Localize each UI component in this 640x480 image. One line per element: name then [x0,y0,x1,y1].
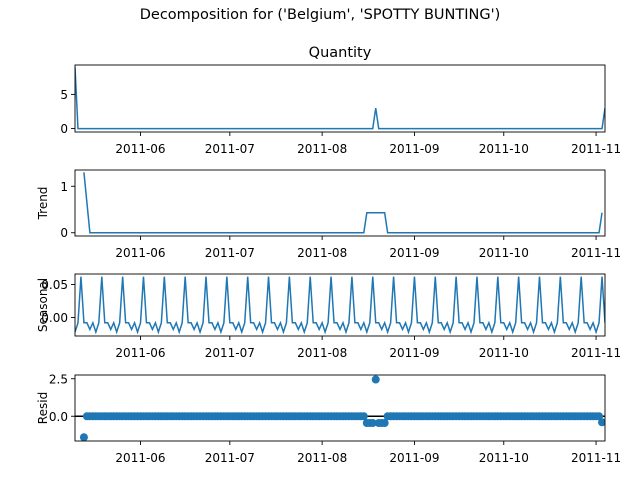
x-tick-label: 2011-08 [297,246,347,260]
x-tick-label: 2011-09 [389,451,439,465]
x-tick-label: 2011-11 [571,346,621,360]
y-tick-label: 0 [60,122,68,136]
y-axis-label: Trend [36,187,50,221]
y-axis-label: Resid [36,392,50,424]
plot-area [75,277,605,332]
x-tick-label: 2011-07 [205,451,255,465]
x-tick-label: 2011-10 [479,246,529,260]
plot-area [75,376,606,442]
y-tick-label: 0.05 [41,278,68,292]
y-tick-label: 0.0 [49,410,68,424]
axes-frame [75,170,605,236]
x-tick-label: 2011-07 [205,142,255,156]
x-tick-label: 2011-08 [297,451,347,465]
plot-area [75,67,605,129]
x-tick-label: 2011-06 [115,246,165,260]
x-tick-label: 2011-09 [389,246,439,260]
x-tick-label: 2011-06 [115,451,165,465]
x-tick-label: 2011-11 [571,451,621,465]
y-tick-label: 5 [60,88,68,102]
axes-frame [75,375,605,441]
y-tick-label: 2.5 [49,372,68,386]
x-tick-label: 2011-09 [389,142,439,156]
y-tick-label: 0.00 [41,311,68,325]
x-tick-label: 2011-10 [479,451,529,465]
x-tick-label: 2011-08 [297,346,347,360]
x-tick-label: 2011-11 [571,246,621,260]
x-tick-label: 2011-11 [571,142,621,156]
y-tick-label: 0 [60,226,68,240]
x-tick-label: 2011-08 [297,142,347,156]
x-tick-label: 2011-10 [479,346,529,360]
x-tick-label: 2011-09 [389,346,439,360]
x-tick-label: 2011-07 [205,346,255,360]
panel-title: Quantity [309,45,372,61]
resid-point [80,433,88,441]
x-tick-label: 2011-06 [115,142,165,156]
axes-frame [75,65,605,132]
x-tick-label: 2011-06 [115,346,165,360]
x-tick-label: 2011-10 [479,142,529,156]
resid-point [372,376,380,384]
series-line [75,277,605,332]
x-tick-label: 2011-07 [205,246,255,260]
plot-area [84,172,602,232]
series-line [75,67,605,129]
axes-frame [75,274,605,336]
series-line [84,172,602,232]
y-tick-label: 1 [60,180,68,194]
